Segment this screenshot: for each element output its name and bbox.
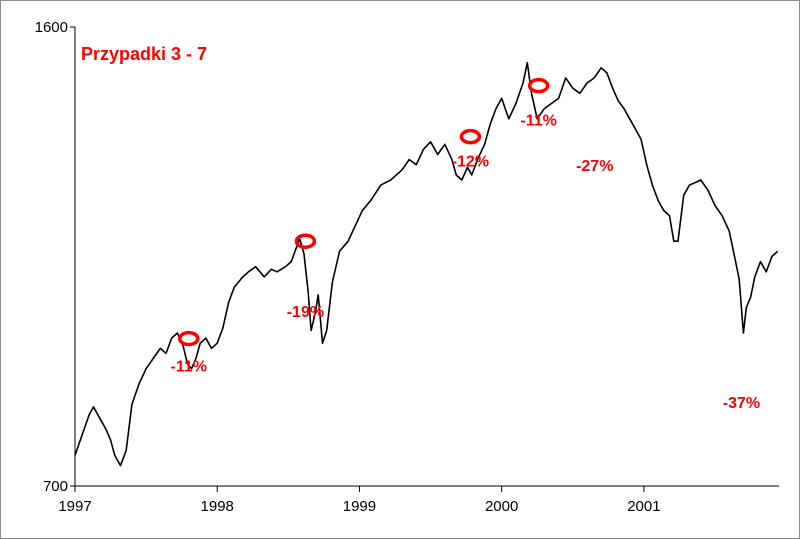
annotations-layer: -11% -19% -12% -11% -27% -37%: [171, 77, 760, 412]
drawdown-marker: [527, 77, 550, 94]
y-tick-label: 700: [43, 478, 68, 495]
drawdown-label: -37%: [723, 395, 760, 412]
chart-title: Przypadki 3 - 7: [81, 44, 207, 64]
drawdown-marker: [459, 128, 482, 145]
drawdown-label: -27%: [576, 158, 613, 175]
y-tick-label: 1600: [35, 19, 68, 36]
x-tick-label: 2001: [627, 498, 660, 515]
drawdown-label: -11%: [520, 113, 556, 130]
drawdown-label: -12%: [452, 154, 489, 171]
x-tick-label: 2000: [485, 498, 518, 515]
drawdown-marker: [178, 330, 200, 347]
axes: 700 1600 1997 1998 1999 2000 2001: [35, 19, 779, 515]
x-tick-label: 1999: [343, 498, 376, 515]
drawdown-label: -11%: [171, 359, 207, 376]
series-layer: [74, 61, 779, 467]
series-line: [74, 61, 779, 467]
drawdown-label: -19%: [287, 304, 324, 321]
x-tick-label: 1998: [201, 498, 234, 515]
drawdown-marker: [294, 233, 317, 249]
x-tick-label: 1997: [58, 498, 91, 515]
